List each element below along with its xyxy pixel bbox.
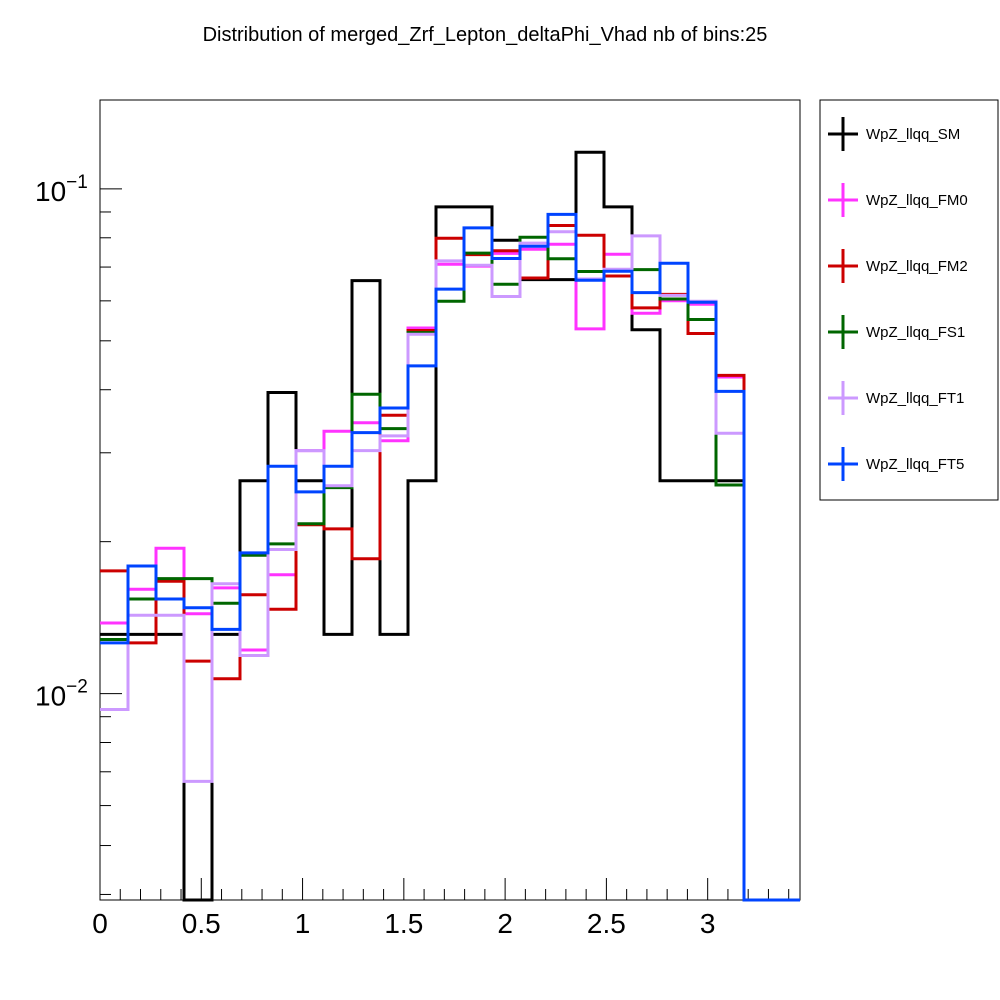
x-tick-label: 3	[700, 908, 716, 939]
x-tick-label: 1.5	[384, 908, 423, 939]
legend-label-wpz-llqq-ft5: WpZ_llqq_FT5	[866, 456, 964, 473]
series-line-wpz-llqq-fm2	[100, 224, 800, 902]
x-tick-label: 2.5	[587, 908, 626, 939]
series-layer	[100, 150, 800, 902]
y-tick-label: 10−1	[35, 172, 88, 207]
x-tick-label: 2	[497, 908, 513, 939]
legend-label-wpz-llqq-sm: WpZ_llqq_SM	[866, 126, 960, 143]
legend-label-wpz-llqq-fs1: WpZ_llqq_FS1	[866, 324, 965, 341]
series-line-wpz-llqq-fm0	[100, 242, 800, 902]
axis-ticks	[99, 188, 790, 900]
legend-label-wpz-llqq-ft1: WpZ_llqq_FT1	[866, 390, 964, 407]
x-tick-label: 1	[295, 908, 311, 939]
x-tick-label: 0.5	[182, 908, 221, 939]
x-tick-label: 0	[92, 908, 108, 939]
legend-box	[819, 99, 999, 501]
chart-title: Distribution of merged_Zrf_Lepton_deltaP…	[203, 24, 768, 46]
legend-label-wpz-llqq-fm2: WpZ_llqq_FM2	[866, 258, 968, 275]
series-line-wpz-llqq-ft5	[100, 212, 800, 902]
y-axis-tick-labels: 10−1 10−2	[35, 172, 88, 712]
plot-frame	[99, 99, 801, 901]
series-line-wpz-llqq-ft1	[100, 230, 800, 902]
legend: WpZ_llqq_SM WpZ_llqq_FM0 WpZ_llqq_FM2 WpZ_l…	[819, 99, 999, 501]
x-axis-tick-labels: 0 0.5 1 1.5 2 2.5 3	[92, 908, 715, 939]
y-tick-label: 10−2	[35, 677, 88, 712]
legend-label-wpz-llqq-fm0: WpZ_llqq_FM0	[866, 192, 968, 209]
series-line-wpz-llqq-fs1	[100, 235, 800, 902]
